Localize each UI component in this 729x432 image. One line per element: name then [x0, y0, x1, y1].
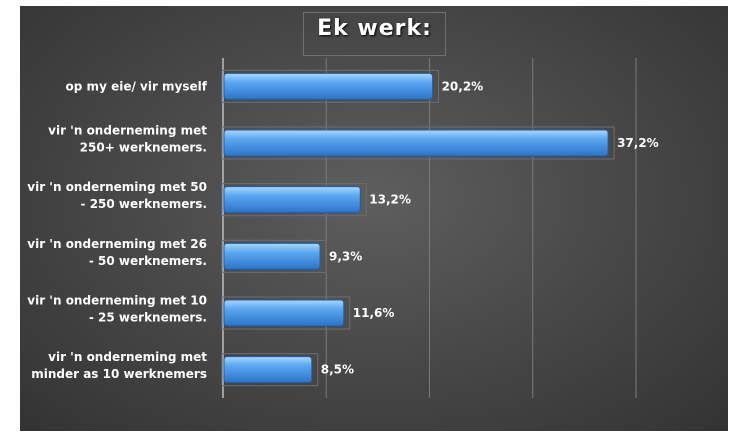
bar-frame — [221, 183, 367, 217]
bar-frame — [221, 126, 615, 160]
category-label-line: op my eie/ vir myself — [66, 79, 208, 93]
category-label: op my eie/ vir myself — [66, 79, 208, 93]
bar-frame — [221, 353, 319, 387]
value-label: 9,3% — [329, 249, 362, 263]
bar — [223, 186, 361, 214]
category-label: vir 'n onderneming met 50 - 250 werknemer… — [27, 180, 207, 211]
bar-frame — [221, 296, 351, 330]
bar — [223, 72, 434, 100]
category-label: vir 'n onderneming met 10 - 25 werknemers… — [27, 294, 207, 325]
category-label: vir 'n onderneming met 250+ werknemers. — [48, 124, 207, 155]
bar — [223, 129, 609, 157]
value-label: 13,2% — [369, 193, 411, 207]
category-label-line: vir 'n onderneming met — [48, 124, 207, 138]
bar — [223, 299, 345, 327]
category-label-line: - 25 werknemers. — [89, 311, 207, 325]
category-label: vir 'n onderneming met minder as 10 werkn… — [31, 350, 207, 381]
bar-frame — [221, 239, 327, 273]
title-frame — [303, 12, 446, 56]
value-label: 20,2% — [442, 79, 484, 93]
category-label: vir 'n onderneming met 26 - 50 werknemers… — [27, 237, 207, 268]
category-label-line: 250+ werknemers. — [80, 141, 207, 155]
value-label: 8,5% — [321, 363, 354, 377]
bar — [223, 242, 321, 270]
category-label-line: minder as 10 werknemers — [31, 367, 207, 381]
bar-frame — [221, 69, 440, 103]
value-label: 37,2% — [617, 136, 659, 150]
category-label-line: vir 'n onderneming met — [48, 350, 207, 364]
category-label-line: - 250 werknemers. — [81, 197, 207, 211]
category-label-line: vir 'n onderneming met 10 — [27, 294, 207, 308]
category-label-line: vir 'n onderneming met 26 — [27, 237, 207, 251]
bar — [223, 356, 313, 384]
value-label: 11,6% — [353, 306, 395, 320]
chart-title: Ek werk: — [317, 16, 432, 41]
category-label-line: vir 'n onderneming met 50 — [27, 180, 207, 194]
category-label-line: - 50 werknemers. — [89, 254, 207, 268]
